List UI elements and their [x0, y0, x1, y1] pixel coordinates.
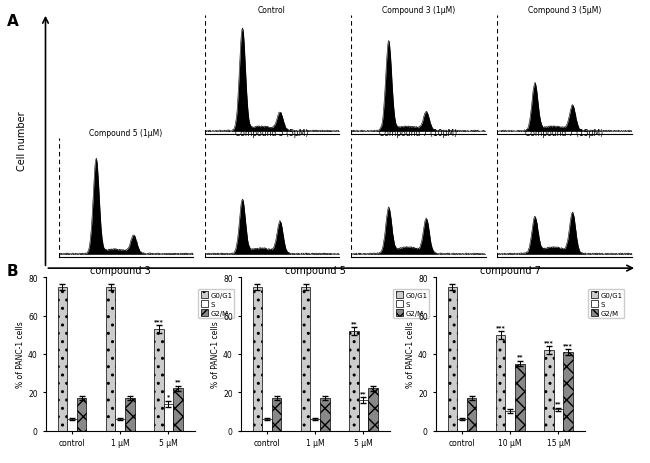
Title: Compound 7 (10μM): Compound 7 (10μM) [379, 129, 458, 138]
Bar [448, 288, 457, 431]
Bar [554, 410, 564, 431]
Bar [359, 400, 369, 431]
Bar [262, 419, 272, 431]
Text: **: ** [175, 378, 181, 383]
Bar [116, 419, 125, 431]
Bar [515, 364, 525, 431]
Bar [272, 398, 281, 431]
Title: Control: Control [258, 6, 286, 15]
Title: Compound 7 (15μM): Compound 7 (15μM) [525, 129, 604, 138]
Bar [301, 288, 311, 431]
Bar [174, 388, 183, 431]
Title: Compound 3 (1μM): Compound 3 (1μM) [382, 6, 455, 15]
Text: DNA content: DNA content [310, 284, 372, 294]
Y-axis label: % of PANC-1 cells: % of PANC-1 cells [211, 321, 220, 388]
Bar [67, 419, 77, 431]
Bar [320, 398, 330, 431]
Bar [496, 335, 506, 431]
Bar [349, 331, 359, 431]
Bar [467, 398, 476, 431]
Text: **: ** [360, 390, 367, 395]
Text: **: ** [350, 320, 357, 325]
Text: **: ** [555, 400, 562, 406]
Bar [253, 288, 262, 431]
Text: ***: *** [564, 342, 573, 347]
Bar [311, 419, 320, 431]
Title: Compound 5 (5μM): Compound 5 (5μM) [235, 129, 309, 138]
Text: ***: *** [154, 318, 164, 323]
Bar [77, 398, 86, 431]
Bar [106, 288, 116, 431]
Text: ***: *** [496, 324, 506, 329]
Bar [164, 404, 174, 431]
Title: compound 3: compound 3 [90, 266, 151, 275]
Legend: G0/G1, S, G2/M: G0/G1, S, G2/M [198, 289, 235, 319]
Title: compound 7: compound 7 [480, 266, 541, 275]
Y-axis label: % of PANC-1 cells: % of PANC-1 cells [406, 321, 415, 388]
Text: *: * [167, 394, 170, 399]
Bar [544, 350, 554, 431]
Title: Compound 5 (1μM): Compound 5 (1μM) [89, 129, 162, 138]
Bar [154, 329, 164, 431]
Text: Cell number: Cell number [17, 112, 27, 171]
Bar [369, 388, 378, 431]
Text: B: B [6, 264, 18, 279]
Bar [564, 352, 573, 431]
Bar [457, 419, 467, 431]
Legend: G0/G1, S, G2/M: G0/G1, S, G2/M [588, 289, 625, 319]
Text: **: ** [517, 354, 523, 358]
Title: compound 5: compound 5 [285, 266, 346, 275]
Text: A: A [6, 14, 18, 29]
Bar [506, 412, 515, 431]
Bar [58, 288, 67, 431]
Y-axis label: % of PANC-1 cells: % of PANC-1 cells [16, 321, 25, 388]
Title: Compound 3 (5μM): Compound 3 (5μM) [528, 6, 601, 15]
Legend: G0/G1, S, G2/M: G0/G1, S, G2/M [393, 289, 430, 319]
Text: ***: *** [544, 339, 554, 344]
Bar [125, 398, 135, 431]
